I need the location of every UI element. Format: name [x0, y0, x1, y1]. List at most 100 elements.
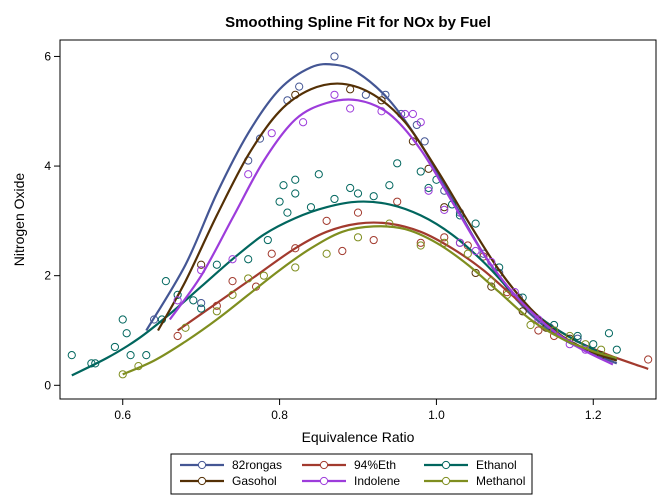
x-axis-label: Equivalence Ratio [302, 429, 415, 445]
x-tick-label: 1.2 [585, 408, 602, 422]
data-point [110, 342, 119, 352]
y-tick-label: 0 [44, 378, 51, 392]
legend-item: 94%Eth [302, 458, 396, 472]
data-point [181, 323, 190, 332]
data-point [408, 109, 417, 119]
legend-label: Ethanol [476, 458, 517, 472]
data-point [330, 52, 339, 61]
legend: 82rongas 94%Eth Ethanol Gasohol Indolene Meth… [180, 458, 525, 488]
data-point [279, 181, 288, 190]
data-point [393, 159, 402, 168]
data-point [322, 249, 331, 258]
data-point [197, 298, 206, 308]
legend-label: Indolene [354, 474, 400, 488]
data-point [173, 331, 182, 341]
data-point [463, 249, 472, 258]
data-point [197, 304, 206, 313]
data-point [353, 189, 363, 198]
data-point [306, 203, 316, 212]
series-layer [67, 52, 653, 379]
legend-label: Methanol [476, 474, 525, 488]
data-point [369, 192, 378, 201]
legend-label: 94%Eth [354, 458, 396, 472]
data-point [424, 183, 433, 193]
y-tick-label: 6 [44, 49, 51, 63]
data-point [267, 249, 276, 258]
data-point [353, 233, 363, 242]
data-point [385, 181, 394, 190]
data-point [440, 203, 449, 212]
data-point [118, 315, 127, 324]
data-point [142, 351, 151, 360]
data-point [440, 205, 449, 215]
data-point [295, 82, 304, 91]
data-point [122, 329, 131, 338]
data-point [244, 274, 253, 283]
legend-label: Gasohol [232, 474, 277, 488]
legend-marker [441, 460, 451, 470]
plot-frame [59, 39, 657, 400]
data-point [400, 109, 410, 119]
data-point [161, 277, 170, 286]
x-tick-label: 0.8 [271, 408, 288, 422]
legend-item: Gasohol [180, 474, 277, 488]
data-point [353, 208, 363, 217]
series-indolene [168, 90, 614, 366]
data-point [455, 238, 465, 247]
data-point [416, 167, 425, 176]
data-point [291, 175, 300, 184]
x-tick-label: 1.0 [428, 408, 445, 422]
data-point [612, 345, 621, 354]
legend-marker [319, 460, 329, 470]
y-tick-label: 4 [44, 159, 51, 173]
data-point [212, 307, 221, 316]
data-point [259, 271, 268, 280]
y-tick-label: 2 [44, 269, 51, 283]
legend-item: 82rongas [180, 458, 282, 472]
data-point [534, 326, 543, 335]
data-point [291, 189, 300, 198]
data-point [275, 197, 284, 206]
legend-box [170, 453, 533, 495]
data-point [416, 118, 425, 127]
fit-curve [122, 225, 618, 376]
data-point [322, 216, 331, 225]
data-point [346, 183, 355, 193]
data-point [416, 238, 425, 247]
data-point [565, 331, 574, 341]
data-point [346, 104, 355, 113]
data-point [291, 263, 300, 272]
data-point [299, 118, 308, 127]
data-point [377, 96, 386, 105]
data-point [589, 340, 598, 349]
legend-marker [197, 460, 207, 470]
legend-item: Methanol [424, 474, 525, 488]
data-point [118, 370, 127, 379]
data-point [67, 351, 76, 360]
legend-marker [319, 476, 329, 486]
y-axis-label: Nitrogen Oxide [11, 173, 27, 267]
data-point [487, 282, 496, 291]
data-point [338, 246, 347, 256]
legend-item: Ethanol [424, 458, 517, 472]
data-point [369, 235, 378, 245]
data-point [471, 246, 480, 256]
data-point [471, 219, 480, 228]
legend-label: 82rongas [232, 458, 282, 472]
data-point [126, 351, 135, 360]
data-point [330, 194, 339, 204]
data-point [330, 90, 339, 99]
data-point [534, 315, 543, 324]
legend-marker [197, 476, 207, 486]
data-point [283, 208, 292, 217]
data-point [228, 255, 237, 264]
axis-ticks: 0.6 0.8 1.0 1.2 0 2 4 6 [44, 49, 602, 422]
data-point [189, 296, 198, 305]
data-point [314, 170, 323, 179]
data-point [197, 260, 206, 269]
data-point [212, 260, 221, 269]
data-point [644, 355, 653, 364]
data-point [424, 186, 433, 195]
